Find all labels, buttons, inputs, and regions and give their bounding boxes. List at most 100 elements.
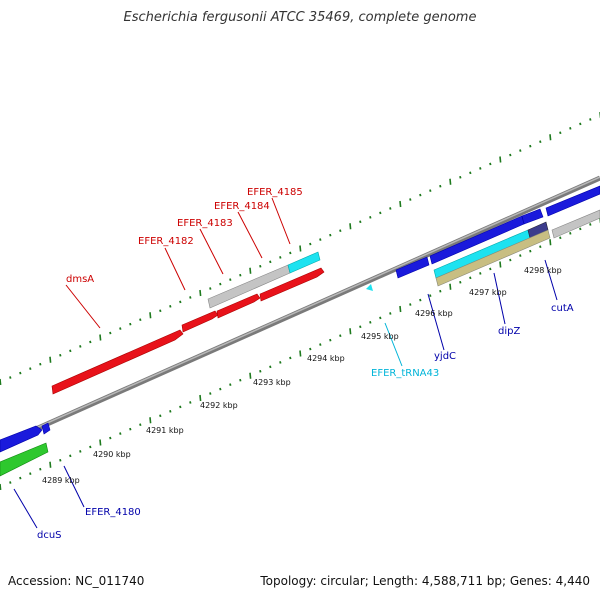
gene-efer4183[interactable] [216, 293, 261, 319]
label-dcuS[interactable]: dcuS [37, 530, 62, 541]
tick-mark [409, 198, 412, 201]
gene-cutA-region[interactable] [545, 185, 600, 217]
tick-mark [229, 383, 232, 386]
gene-efer4185-cyan[interactable] [287, 251, 321, 274]
tick-mark [39, 467, 42, 471]
tick-mark [9, 376, 12, 379]
gene-efer4180[interactable] [0, 425, 43, 453]
tick-mark [59, 458, 62, 462]
tick-mark [89, 340, 92, 344]
tick-mark [259, 369, 262, 373]
tick-mark [199, 394, 202, 402]
tick-mark [559, 236, 562, 240]
tick-mark [79, 345, 82, 348]
tick-mark [329, 338, 332, 342]
label-efer4182[interactable]: EFER_4182 [138, 236, 194, 247]
tick-mark [219, 387, 222, 391]
trna-marker[interactable] [366, 284, 373, 291]
tick-mark [229, 278, 232, 281]
tick-mark [479, 167, 482, 170]
gene-efer4184[interactable] [259, 267, 325, 302]
gene-dipZ-khaki[interactable] [435, 229, 551, 287]
label-efer4180[interactable]: EFER_4180 [85, 507, 141, 518]
genome-summary: Topology: circular; Length: 4,588,711 bp… [260, 574, 590, 588]
gene-small-blue[interactable] [41, 422, 51, 435]
tick-mark [569, 232, 572, 235]
tick-mark [389, 312, 392, 315]
label-dmsA[interactable]: dmsA [66, 274, 94, 285]
tick-mark [529, 249, 532, 253]
tick-mark [89, 445, 92, 449]
gene-dmsA[interactable] [51, 329, 184, 395]
tick-mark [279, 361, 282, 364]
gene-upper-blue-2[interactable] [521, 208, 544, 225]
tick-mark [19, 476, 22, 480]
tick-mark [309, 347, 312, 351]
tick-mark [379, 211, 382, 215]
tick-mark [499, 156, 502, 163]
gene-yjdC[interactable] [395, 256, 430, 279]
tick-mark [49, 461, 52, 468]
gene-dcuS[interactable] [0, 442, 49, 477]
tick-mark [129, 322, 132, 326]
tick-mark [359, 325, 362, 329]
tick-mark [419, 298, 422, 302]
tick-mark [179, 300, 182, 304]
tick-mark [429, 189, 432, 192]
tick-mark [299, 245, 302, 252]
tick-mark [349, 223, 352, 230]
tick-mark [369, 321, 372, 324]
tick-mark [209, 287, 212, 290]
scale-label-4297: 4297 kbp [469, 288, 507, 297]
tick-mark [0, 483, 2, 491]
label-efer4183[interactable]: EFER_4183 [177, 218, 233, 229]
tick-mark [479, 272, 482, 275]
label-yjdC[interactable]: yjdC [434, 351, 456, 362]
tick-mark [289, 251, 292, 255]
gene-labels: dmsA EFER_4182 EFER_4183 EFER_4184 EFER_… [37, 187, 574, 541]
scale-label-4296: 4296 kbp [415, 309, 453, 318]
scale-label-4291: 4291 kbp [146, 426, 184, 435]
tick-mark [539, 140, 542, 144]
label-efer4184[interactable]: EFER_4184 [214, 201, 270, 212]
tick-mark [549, 239, 552, 246]
tick-mark [0, 378, 2, 386]
scale-label-4295: 4295 kbp [361, 332, 399, 341]
gene-right-grey[interactable] [551, 209, 600, 239]
tick-mark [589, 118, 592, 121]
tick-mark [329, 233, 332, 237]
tick-mark [69, 454, 72, 458]
scale-label-4289: 4289 kbp [42, 476, 80, 485]
label-trna43[interactable]: EFER_tRNA43 [371, 368, 439, 379]
tick-mark [369, 216, 372, 219]
tick-mark [519, 254, 522, 257]
scale-label-4293: 4293 kbp [253, 378, 291, 387]
tick-mark [569, 127, 572, 130]
tick-mark [489, 267, 492, 271]
tick-mark [489, 162, 492, 166]
genome-backbone-highlight [0, 176, 600, 445]
tick-mark [469, 171, 472, 175]
tick-mark [559, 131, 562, 135]
label-cutA[interactable]: cutA [551, 303, 574, 314]
gene-efer4182[interactable] [181, 310, 219, 333]
tick-mark [549, 134, 552, 141]
tick-mark [469, 276, 472, 280]
tick-mark [69, 349, 72, 353]
tick-mark [249, 267, 252, 274]
label-efer4185[interactable]: EFER_4185 [247, 187, 303, 198]
tick-mark [129, 427, 132, 431]
tick-mark [219, 282, 222, 286]
label-dipZ[interactable]: dipZ [498, 326, 520, 337]
tick-mark [239, 378, 242, 382]
tick-mark [429, 294, 432, 297]
tick-mark [589, 223, 592, 226]
tick-mark [79, 450, 82, 453]
tick-mark [309, 242, 312, 246]
scale-label-4292: 4292 kbp [200, 401, 238, 410]
tick-mark [519, 149, 522, 152]
tick-mark [169, 305, 172, 308]
tick-mark [9, 481, 12, 484]
tick-mark [349, 328, 352, 335]
